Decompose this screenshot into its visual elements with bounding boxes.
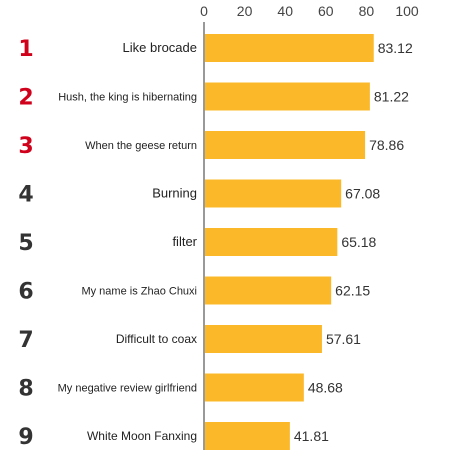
x-tick-label: 100 xyxy=(395,3,419,19)
value-label: 83.12 xyxy=(378,40,413,56)
x-tick-label: 20 xyxy=(237,3,253,19)
category-label: Burning xyxy=(152,186,197,201)
bar xyxy=(205,228,338,256)
value-label: 48.68 xyxy=(308,380,343,396)
rank-label: 8 xyxy=(18,377,33,402)
rank-label: 9 xyxy=(18,425,33,450)
value-label: 81.22 xyxy=(374,89,409,105)
rank-label: 4 xyxy=(18,183,33,208)
bar xyxy=(205,82,370,111)
rank-label: 2 xyxy=(18,86,33,111)
x-tick-label: 40 xyxy=(277,3,293,19)
category-label: filter xyxy=(172,234,197,249)
rank-label: 5 xyxy=(18,231,33,256)
category-label: When the geese return xyxy=(85,140,197,152)
category-label: Like brocade xyxy=(123,40,197,55)
bar-rows: 1 Like brocade 83.12 2 Hush, the king is hib… xyxy=(18,34,413,450)
bar xyxy=(205,34,374,62)
bar xyxy=(205,373,304,402)
bar xyxy=(205,276,332,305)
x-axis-ticks: 0 20 40 60 80 100 xyxy=(200,3,419,19)
rank-label: 7 xyxy=(18,328,33,353)
x-tick-label: 60 xyxy=(318,3,334,19)
value-label: 57.61 xyxy=(326,331,361,347)
bar xyxy=(205,179,342,208)
x-tick-label: 0 xyxy=(200,3,208,19)
value-label: 65.18 xyxy=(341,234,376,250)
bar xyxy=(205,325,322,353)
bar xyxy=(205,422,290,450)
bar xyxy=(205,131,366,159)
rank-label: 1 xyxy=(18,37,33,62)
rank-label: 3 xyxy=(18,134,33,159)
value-label: 78.86 xyxy=(369,137,404,153)
x-tick-label: 80 xyxy=(359,3,375,19)
category-label: White Moon Fanxing xyxy=(87,429,197,443)
value-label: 41.81 xyxy=(294,428,329,444)
value-label: 62.15 xyxy=(335,283,370,299)
value-label: 67.08 xyxy=(345,186,380,202)
category-label: My name is Zhao Chuxi xyxy=(81,286,197,298)
rank-label: 6 xyxy=(18,280,33,305)
category-label: Hush, the king is hibernating xyxy=(58,92,197,104)
category-label: My negative review girlfriend xyxy=(58,383,197,395)
category-label: Difficult to coax xyxy=(116,332,197,346)
